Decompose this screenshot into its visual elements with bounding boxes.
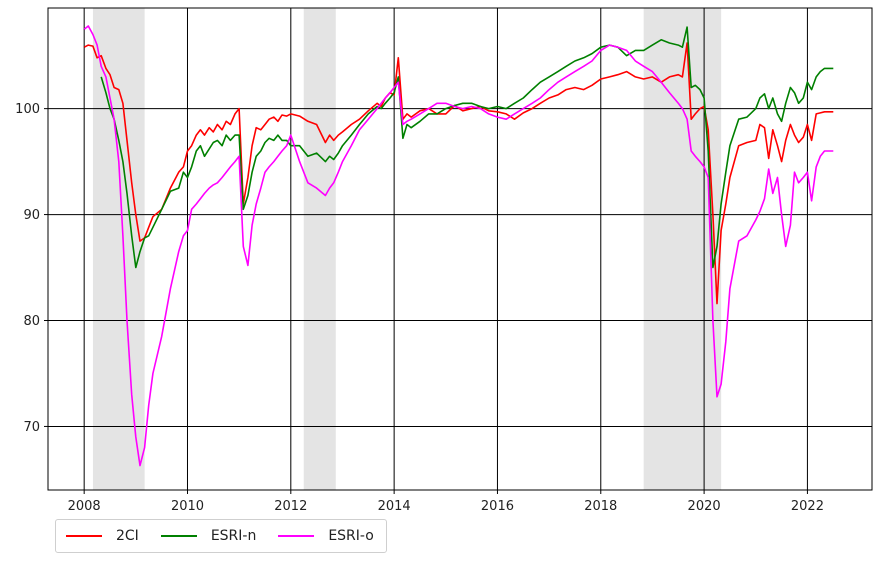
chart-legend: 2CI ESRI-n ESRI-o xyxy=(55,519,387,553)
recession-band-0 xyxy=(92,8,145,490)
tick-labels: 2008 2010 2012 2014 2016 2018 2020 2022 70 80 90 10… xyxy=(15,102,824,514)
recession-shading-group xyxy=(92,8,722,490)
series-line-esri-n xyxy=(100,26,834,269)
legend-label-esri-n: ESRI-n xyxy=(210,528,257,544)
x-tick-label-2020: 2020 xyxy=(688,499,721,514)
legend-swatch-2ci xyxy=(66,535,102,537)
x-tick-label-2016: 2016 xyxy=(481,499,514,514)
legend-label-2ci: 2CI xyxy=(116,528,139,544)
series-lines xyxy=(83,25,834,467)
y-tick-label-90: 90 xyxy=(23,208,40,223)
x-tick-label-2022: 2022 xyxy=(791,499,824,514)
x-tick-label-2012: 2012 xyxy=(274,499,307,514)
legend-swatch-esri-o xyxy=(278,535,315,537)
recession-band-1 xyxy=(303,8,336,490)
x-tick-label-2014: 2014 xyxy=(378,499,411,514)
tick-marks xyxy=(44,108,808,494)
y-tick-label-80: 80 xyxy=(23,314,40,329)
y-tick-label-100: 100 xyxy=(15,102,40,117)
legend-item-esri-n: ESRI-n xyxy=(160,528,257,544)
grid-lines xyxy=(48,8,872,490)
recession-band-2 xyxy=(643,8,722,490)
plot-frame xyxy=(47,7,873,491)
legend-item-2ci: 2CI xyxy=(66,528,139,544)
x-tick-label-2018: 2018 xyxy=(584,499,617,514)
legend-label-esri-o: ESRI-o xyxy=(328,528,374,544)
series-line-2ci xyxy=(83,42,834,305)
y-tick-label-70: 70 xyxy=(23,420,40,435)
series-line-esri-o xyxy=(83,25,834,467)
x-tick-label-2010: 2010 xyxy=(171,499,204,514)
x-tick-label-2008: 2008 xyxy=(68,499,101,514)
legend-swatch-esri-n xyxy=(160,535,197,537)
legend-item-esri-o: ESRI-o xyxy=(278,528,374,544)
